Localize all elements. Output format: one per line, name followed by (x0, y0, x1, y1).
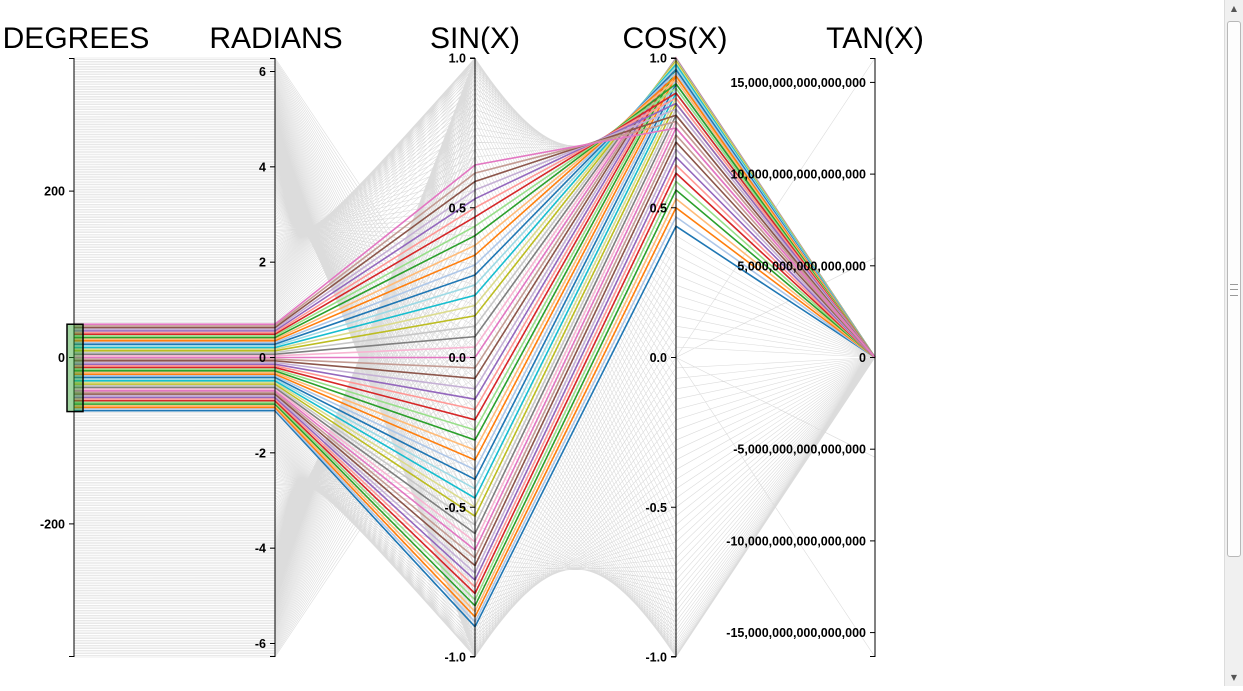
tick-label: 6 (259, 65, 266, 79)
parallel-coordinates-chart: -200 0 200 DEGREES -6 -4 -2 0 2 4 6 RADIANS -1.0 -0.5… (0, 0, 1224, 686)
tick-label: -4 (255, 542, 266, 556)
parallel-coordinates-svg: -200 0 200 DEGREES -6 -4 -2 0 2 4 6 RADIANS -1.0 -0.5… (0, 0, 1224, 686)
brush-selection[interactable] (67, 324, 83, 411)
tick-label: 0 (259, 351, 266, 365)
scroll-up-arrow-icon[interactable]: ▲ (1225, 0, 1243, 17)
tick-label: 2 (259, 256, 266, 270)
scroll-down-arrow-icon[interactable]: ▼ (1225, 669, 1243, 686)
tick-label: -10,000,000,000,000,000 (726, 534, 866, 548)
tick-label: -1.0 (645, 651, 667, 665)
axis-title[interactable]: TAN(X) (826, 22, 924, 55)
vertical-scrollbar[interactable]: ▲ ▼ (1224, 0, 1243, 686)
tick-label: 15,000,000,000,000,000 (730, 76, 866, 90)
tick-label: 200 (44, 185, 65, 199)
tick-label: -5,000,000,000,000,000 (733, 443, 866, 457)
tick-label: 0 (859, 351, 866, 365)
axis-title[interactable]: RADIANS (209, 22, 342, 55)
tick-label: 4 (259, 160, 266, 174)
axis-title[interactable]: COS(X) (623, 22, 728, 55)
tick-label: 0.5 (449, 201, 466, 215)
axis-title[interactable]: DEGREES (3, 22, 150, 55)
tick-label: -6 (255, 637, 266, 651)
tick-label: -1.0 (444, 651, 466, 665)
tick-label: 0 (58, 351, 65, 365)
scroll-thumb[interactable] (1227, 21, 1241, 557)
axis-title[interactable]: SIN(X) (430, 22, 520, 55)
tick-label: -15,000,000,000,000,000 (726, 626, 866, 640)
tick-label: 0.5 (650, 201, 667, 215)
tick-label: -2 (255, 446, 266, 460)
brush-layer[interactable] (67, 324, 83, 411)
tick-label: 5,000,000,000,000,000 (737, 259, 866, 273)
tick-label: -0.5 (444, 501, 466, 515)
tick-label: -0.5 (645, 501, 667, 515)
tick-label: 0.0 (449, 351, 466, 365)
grip-icon (1230, 284, 1238, 296)
tick-label: -200 (40, 517, 65, 531)
tick-label: 10,000,000,000,000,000 (730, 168, 866, 182)
tick-label: 0.0 (650, 351, 667, 365)
